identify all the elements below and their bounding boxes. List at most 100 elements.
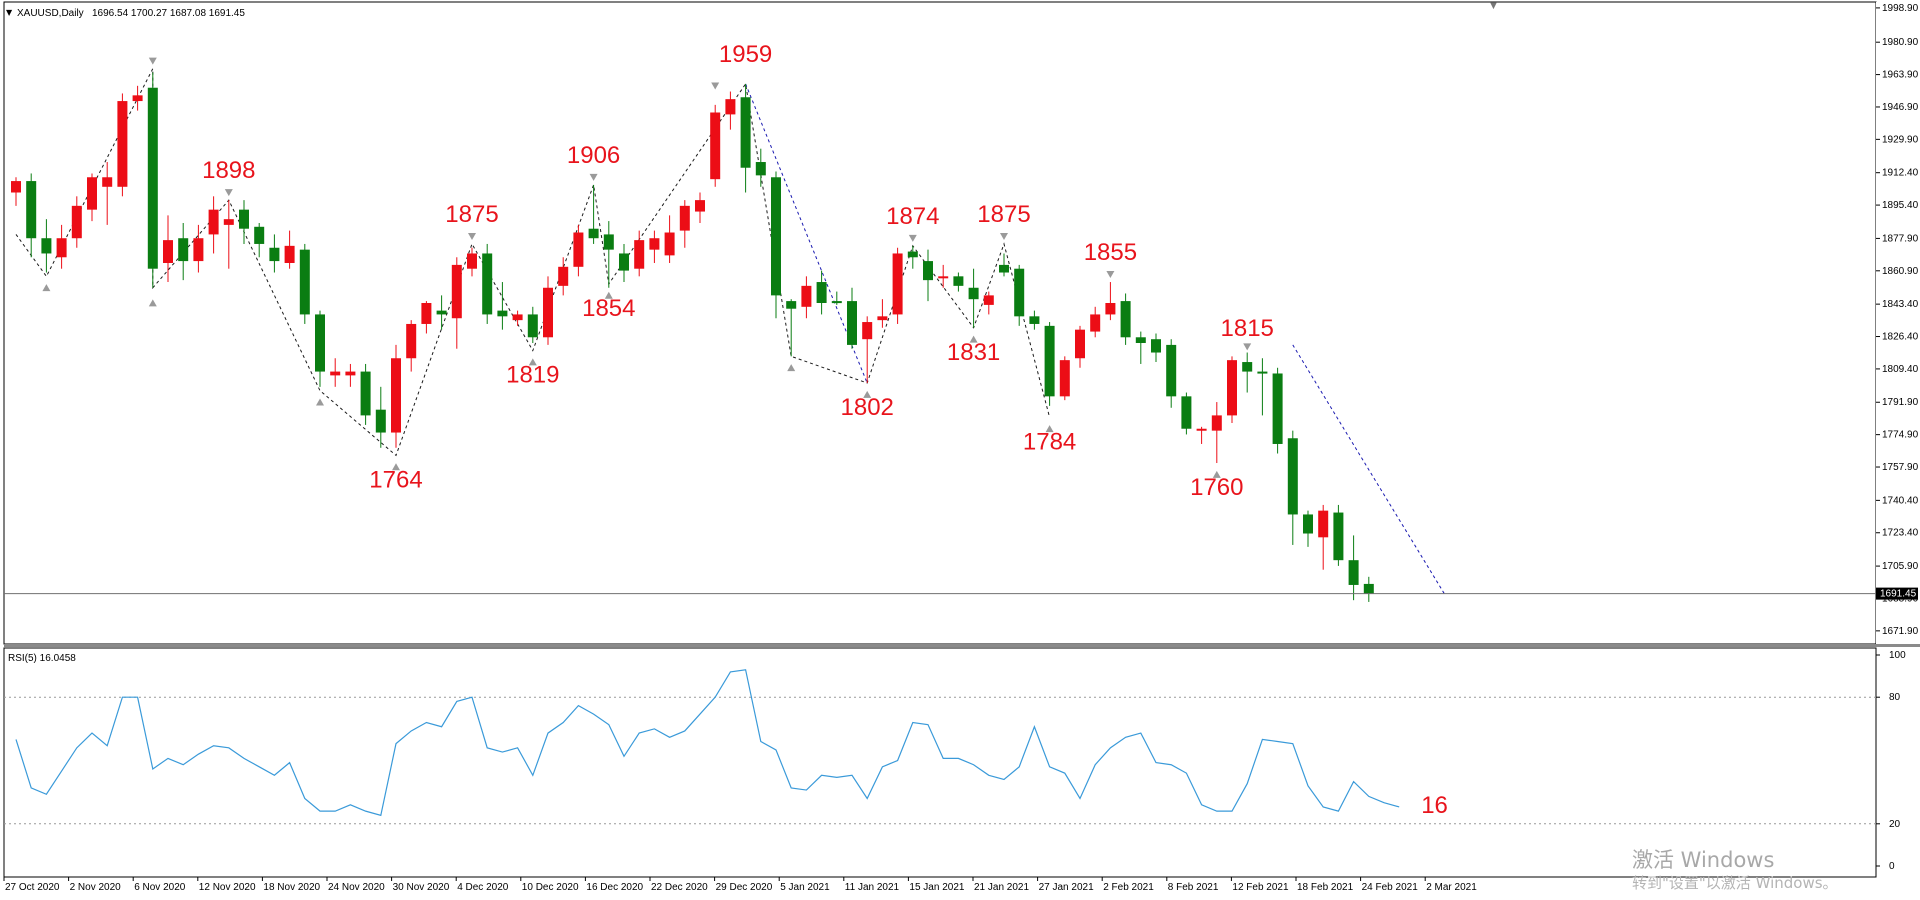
candle-body bbox=[1166, 344, 1177, 397]
candle-body bbox=[315, 314, 325, 372]
candle-body bbox=[360, 371, 371, 416]
candle-body bbox=[938, 276, 949, 279]
price-tick-label: 1929.90 bbox=[1882, 134, 1919, 145]
candle-body bbox=[1105, 302, 1116, 315]
price-annotation: 1854 bbox=[582, 295, 635, 322]
candle-body bbox=[983, 295, 994, 305]
candle-body bbox=[527, 314, 538, 338]
candle-body bbox=[345, 371, 356, 376]
current-price-marker bbox=[1876, 587, 1918, 600]
candle-body bbox=[543, 287, 553, 338]
price-tick-label: 1740.40 bbox=[1882, 495, 1919, 506]
candle-body bbox=[163, 240, 173, 263]
collapse-triangle-icon[interactable]: ▼ bbox=[6, 8, 13, 17]
candle-body bbox=[831, 301, 842, 304]
time-axis: 27 Oct 2020 2 Nov 2020 6 Nov 2020 12 Nov 20… bbox=[3, 877, 1477, 893]
candle-body bbox=[1075, 329, 1085, 359]
price-annotation: 1874 bbox=[886, 203, 939, 230]
fractal-up-arrow-icon bbox=[711, 82, 720, 90]
time-tick-label: 11 Jan 2021 bbox=[845, 882, 900, 893]
price-tick-label: 1946.90 bbox=[1882, 102, 1919, 113]
time-tick-label: 8 Feb 2021 bbox=[1168, 882, 1219, 893]
fractal-down-arrow-icon bbox=[148, 299, 157, 307]
price-panel[interactable] bbox=[3, 1, 1877, 645]
candle-body bbox=[451, 264, 462, 319]
price-tick-label: 1757.90 bbox=[1882, 462, 1919, 473]
fractal-down-arrow-icon bbox=[1212, 470, 1221, 478]
candle-body bbox=[588, 228, 599, 239]
candle-body bbox=[87, 177, 97, 210]
time-tick-label: 5 Jan 2021 bbox=[780, 882, 830, 893]
candle-body bbox=[1287, 438, 1298, 515]
candle-body bbox=[467, 253, 477, 269]
fractal-down-arrow-icon bbox=[863, 390, 872, 398]
candle-body bbox=[573, 232, 584, 267]
time-tick-label: 2 Mar 2021 bbox=[1426, 882, 1477, 893]
candle-body bbox=[436, 310, 447, 315]
candle-body bbox=[1242, 362, 1253, 372]
fractal-up-arrow-icon bbox=[468, 232, 476, 240]
price-annotation: 1906 bbox=[567, 142, 620, 169]
price-annotation: 1855 bbox=[1084, 239, 1137, 266]
candle-body bbox=[391, 358, 401, 433]
time-tick-label: 18 Feb 2021 bbox=[1297, 882, 1354, 893]
time-tick-label: 15 Jan 2021 bbox=[909, 882, 964, 893]
time-tick-label: 16 Dec 2020 bbox=[586, 882, 643, 893]
price-annotation: 1898 bbox=[202, 157, 255, 184]
time-tick-label: 18 Nov 2020 bbox=[263, 882, 320, 893]
price-tick-label: 1671.90 bbox=[1882, 626, 1919, 637]
rsi-tick-label: 20 bbox=[1889, 819, 1901, 830]
candle-body bbox=[968, 287, 979, 300]
candle-body bbox=[117, 101, 128, 187]
price-annotation: 1760 bbox=[1190, 474, 1243, 501]
price-tick-label: 1895.40 bbox=[1882, 200, 1919, 211]
candle-body bbox=[1318, 510, 1329, 538]
time-tick-label: 22 Dec 2020 bbox=[651, 882, 708, 893]
fractal-up-arrow-icon bbox=[589, 173, 598, 181]
candle-body bbox=[208, 209, 219, 235]
candle-body bbox=[1333, 512, 1344, 561]
candle-body bbox=[649, 238, 660, 250]
rsi-tick-label: 100 bbox=[1889, 650, 1906, 661]
candle-body bbox=[603, 234, 614, 250]
candle-body bbox=[907, 251, 918, 258]
candle-body bbox=[953, 276, 964, 286]
candle-body bbox=[923, 261, 933, 281]
candle-body bbox=[679, 205, 690, 231]
rsi-line-layer: 16 bbox=[15, 669, 1448, 819]
candle-body bbox=[1227, 360, 1237, 416]
candle-body bbox=[147, 87, 158, 269]
candle-body bbox=[1151, 339, 1161, 353]
candle-body bbox=[710, 112, 721, 180]
scroll-marker-icon[interactable]: ▼ bbox=[1490, 1, 1497, 11]
fractal-down-arrow-icon bbox=[316, 398, 324, 406]
rsi-tick-label: 80 bbox=[1889, 692, 1901, 703]
time-tick-label: 6 Nov 2020 bbox=[134, 882, 186, 893]
price-annotation: 1875 bbox=[977, 201, 1030, 228]
candle-body bbox=[284, 245, 295, 263]
candle-body bbox=[11, 181, 21, 193]
fractal-down-arrow-icon bbox=[787, 364, 796, 372]
price-tick-label: 1809.40 bbox=[1882, 364, 1919, 375]
time-tick-label: 2 Nov 2020 bbox=[70, 882, 122, 893]
time-tick-label: 24 Feb 2021 bbox=[1362, 882, 1419, 893]
rsi-levels bbox=[4, 696, 1876, 825]
candle-body bbox=[1257, 371, 1268, 374]
candle-body bbox=[299, 249, 310, 315]
fractal-down-arrow-icon bbox=[528, 358, 537, 366]
rsi-panel[interactable] bbox=[3, 647, 1877, 878]
price-tick-label: 1877.90 bbox=[1882, 233, 1919, 244]
candle-body bbox=[1181, 396, 1192, 429]
fractal-down-arrow-icon bbox=[604, 291, 613, 299]
time-tick-label: 21 Jan 2021 bbox=[974, 882, 1029, 893]
fractal-down-arrow-icon bbox=[42, 284, 51, 292]
time-tick-label: 29 Dec 2020 bbox=[716, 882, 773, 893]
price-tick-label: 1723.40 bbox=[1882, 528, 1919, 539]
candle-body bbox=[558, 266, 569, 286]
candle-body bbox=[664, 232, 675, 256]
candle-body bbox=[1272, 373, 1283, 444]
candle-body bbox=[254, 226, 265, 244]
candle-body bbox=[847, 301, 857, 345]
candle-body bbox=[239, 209, 249, 229]
